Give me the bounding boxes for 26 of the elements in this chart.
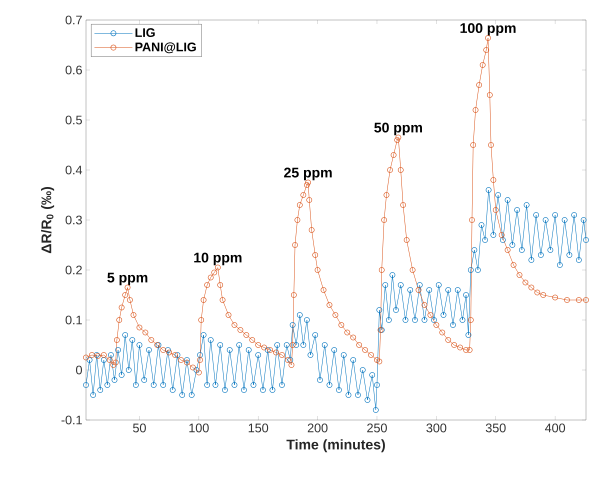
y-tick-label: 0.4	[66, 166, 82, 174]
annotation: 25 ppm	[284, 168, 332, 180]
y-tick-label: 0.1	[66, 316, 82, 324]
x-tick-label: 150	[248, 424, 268, 432]
annotation: 10 ppm	[194, 252, 242, 266]
x-tick-label: 100	[189, 424, 209, 432]
y-axis-title: ΔR/R$_{0}$ (‰)	[41, 187, 54, 254]
x-tick-label: 300	[426, 424, 446, 432]
x-tick-label: 250	[367, 424, 387, 432]
x-tick-label: 50	[132, 424, 146, 432]
legend-label: LIG	[136, 28, 155, 38]
annotation: 50 ppm	[374, 122, 422, 136]
annotation: 100 ppm	[460, 23, 516, 36]
legend-label: PANI@LIG	[136, 42, 196, 54]
y-tick-label: 0	[76, 366, 82, 374]
y-tick-label: 0.3	[66, 216, 82, 224]
x-tick-label: 200	[308, 424, 328, 432]
y-tick-label: 0.2	[66, 266, 82, 274]
x-tick-label: 350	[486, 424, 506, 432]
annotation: 5 ppm	[107, 272, 148, 286]
y-tick-label: -0.1	[62, 416, 82, 424]
y-tick-label: 0.5	[66, 116, 82, 124]
y-tick-label: 0.7	[66, 16, 82, 24]
x-tick-label: 400	[544, 424, 566, 432]
y-tick-label: 0.6	[66, 66, 82, 74]
x-axis-title: Time (minutes)	[286, 439, 385, 452]
